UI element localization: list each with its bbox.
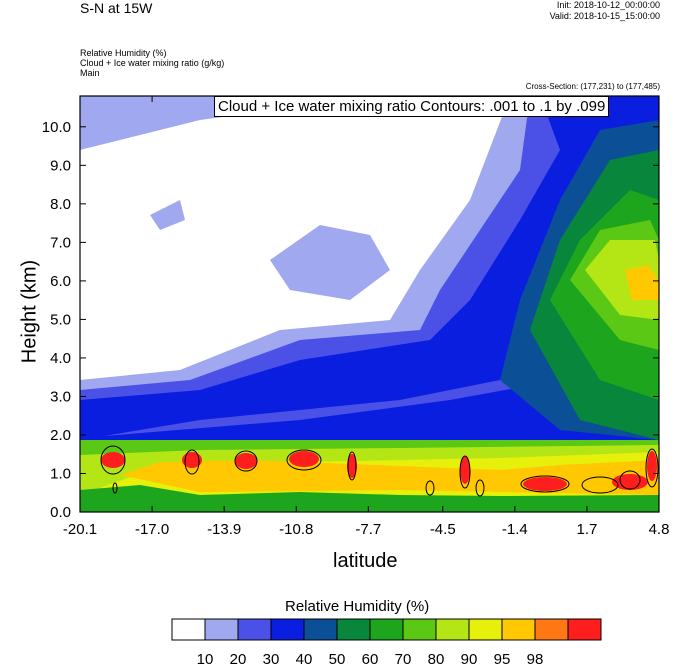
y-tick-label: 3.0 bbox=[50, 388, 71, 405]
contour-info-box: Cloud + Ice water mixing ratio Contours:… bbox=[214, 96, 610, 117]
x-tick-label: -1.4 bbox=[502, 521, 528, 538]
rh-core bbox=[182, 452, 202, 468]
x-tick-label: -13.9 bbox=[207, 521, 241, 538]
valid-time: Valid: 2018-10-15_15:00:00 bbox=[549, 11, 660, 21]
cloud-contour bbox=[286, 449, 322, 471]
colorbar-level-label: 98 bbox=[527, 651, 544, 668]
cloud-contour bbox=[100, 445, 126, 475]
cloud-contour bbox=[234, 450, 258, 472]
cross-section-label: Cross-Section: (177,231) to (177,485) bbox=[525, 82, 660, 91]
colorbar-swatch bbox=[369, 618, 404, 641]
cloud-contour bbox=[459, 455, 471, 489]
colorbar-level-label: 90 bbox=[461, 651, 478, 668]
rh-region bbox=[270, 225, 390, 300]
rh-region bbox=[150, 200, 185, 230]
rh-core bbox=[101, 452, 125, 468]
colorbar-level-label: 80 bbox=[428, 651, 445, 668]
y-tick-label: 2.0 bbox=[50, 427, 71, 444]
colorbar-level-label: 10 bbox=[197, 651, 214, 668]
rh-core bbox=[523, 477, 567, 491]
colorbar-swatch bbox=[435, 618, 470, 641]
cloud-contour bbox=[347, 451, 357, 481]
rh-core bbox=[347, 454, 357, 478]
x-tick-label: -20.1 bbox=[63, 521, 97, 538]
y-tick-label: 4.0 bbox=[50, 350, 71, 367]
cloud-contour bbox=[425, 480, 435, 496]
rh-field bbox=[80, 96, 659, 512]
x-tick-label: -10.8 bbox=[279, 521, 313, 538]
colorbar-title: Relative Humidity (%) bbox=[285, 598, 430, 615]
field-rh: Relative Humidity (%) bbox=[80, 48, 167, 58]
cloud-contour bbox=[619, 470, 641, 490]
rh-core bbox=[289, 451, 319, 467]
plot-title: S-N at 15W bbox=[80, 0, 153, 16]
colorbar-swatch bbox=[336, 618, 371, 641]
colorbar-swatch bbox=[303, 618, 338, 641]
field-main: Main bbox=[80, 68, 100, 78]
colorbar-level-label: 50 bbox=[329, 651, 346, 668]
y-tick-label: 8.0 bbox=[50, 196, 71, 213]
colorbar-level-label: 95 bbox=[494, 651, 511, 668]
rh-region bbox=[80, 485, 659, 512]
y-tick-label: 9.0 bbox=[50, 157, 71, 174]
colorbar-swatch bbox=[567, 618, 602, 641]
cloud-contour bbox=[520, 475, 570, 493]
time-info: Init: 2018-10-12_00:00:00 Valid: 2018-10… bbox=[550, 0, 660, 22]
colorbar-swatch bbox=[534, 618, 569, 641]
y-tick-label: 6.0 bbox=[50, 273, 71, 290]
colorbar-swatch bbox=[237, 618, 272, 641]
rh-region bbox=[625, 265, 659, 300]
colorbar-swatch bbox=[468, 618, 503, 641]
colorbar-swatch bbox=[204, 618, 239, 641]
y-tick-label: 10.0 bbox=[42, 119, 71, 136]
cloud-contour bbox=[184, 449, 200, 475]
x-axis-label: latitude bbox=[333, 550, 398, 572]
y-tick-label: 5.0 bbox=[50, 311, 71, 328]
colorbar-swatch bbox=[501, 618, 536, 641]
field-descriptions: Relative Humidity (%) Cloud + Ice water … bbox=[80, 48, 224, 78]
x-tick-label: -4.5 bbox=[430, 521, 456, 538]
colorbar-level-label: 60 bbox=[362, 651, 379, 668]
y-tick-label: 7.0 bbox=[50, 234, 71, 251]
init-time: Init: 2018-10-12_00:00:00 bbox=[556, 0, 660, 10]
x-tick-label: 4.8 bbox=[649, 521, 670, 538]
rh-core bbox=[612, 474, 648, 490]
rh-core bbox=[235, 453, 257, 469]
colorbar-level-label: 20 bbox=[230, 651, 247, 668]
cloud-contour bbox=[475, 479, 485, 497]
y-tick-label: 1.0 bbox=[50, 465, 71, 482]
field-cloud: Cloud + Ice water mixing ratio (g/kg) bbox=[80, 58, 225, 68]
x-tick-label: -7.7 bbox=[355, 521, 381, 538]
colorbar-level-label: 40 bbox=[296, 651, 313, 668]
y-tick-label: 0.0 bbox=[50, 504, 71, 521]
colorbar-swatch bbox=[171, 618, 206, 641]
colorbar-swatch bbox=[402, 618, 437, 641]
colorbar-level-label: 70 bbox=[395, 651, 412, 668]
rh-core bbox=[647, 451, 657, 481]
axes: -20.1 -17.0 -13.9 -10.8 -7.7 -4.5 -1.4 1.7 4.8 0.… bbox=[42, 96, 670, 538]
cloud-contour bbox=[581, 476, 619, 494]
cloud-contour bbox=[645, 448, 659, 488]
rh-core bbox=[460, 456, 470, 484]
cloud-contours bbox=[100, 445, 659, 497]
rh-region bbox=[80, 96, 510, 380]
x-tick-label: -17.0 bbox=[135, 521, 169, 538]
x-tick-label: 1.7 bbox=[576, 521, 597, 538]
colorbar-level-label: 30 bbox=[263, 651, 280, 668]
colorbar: 10 20 30 40 50 60 70 80 90 95 98 bbox=[171, 618, 602, 668]
colorbar-swatch bbox=[270, 618, 305, 641]
cloud-contour bbox=[112, 482, 118, 494]
